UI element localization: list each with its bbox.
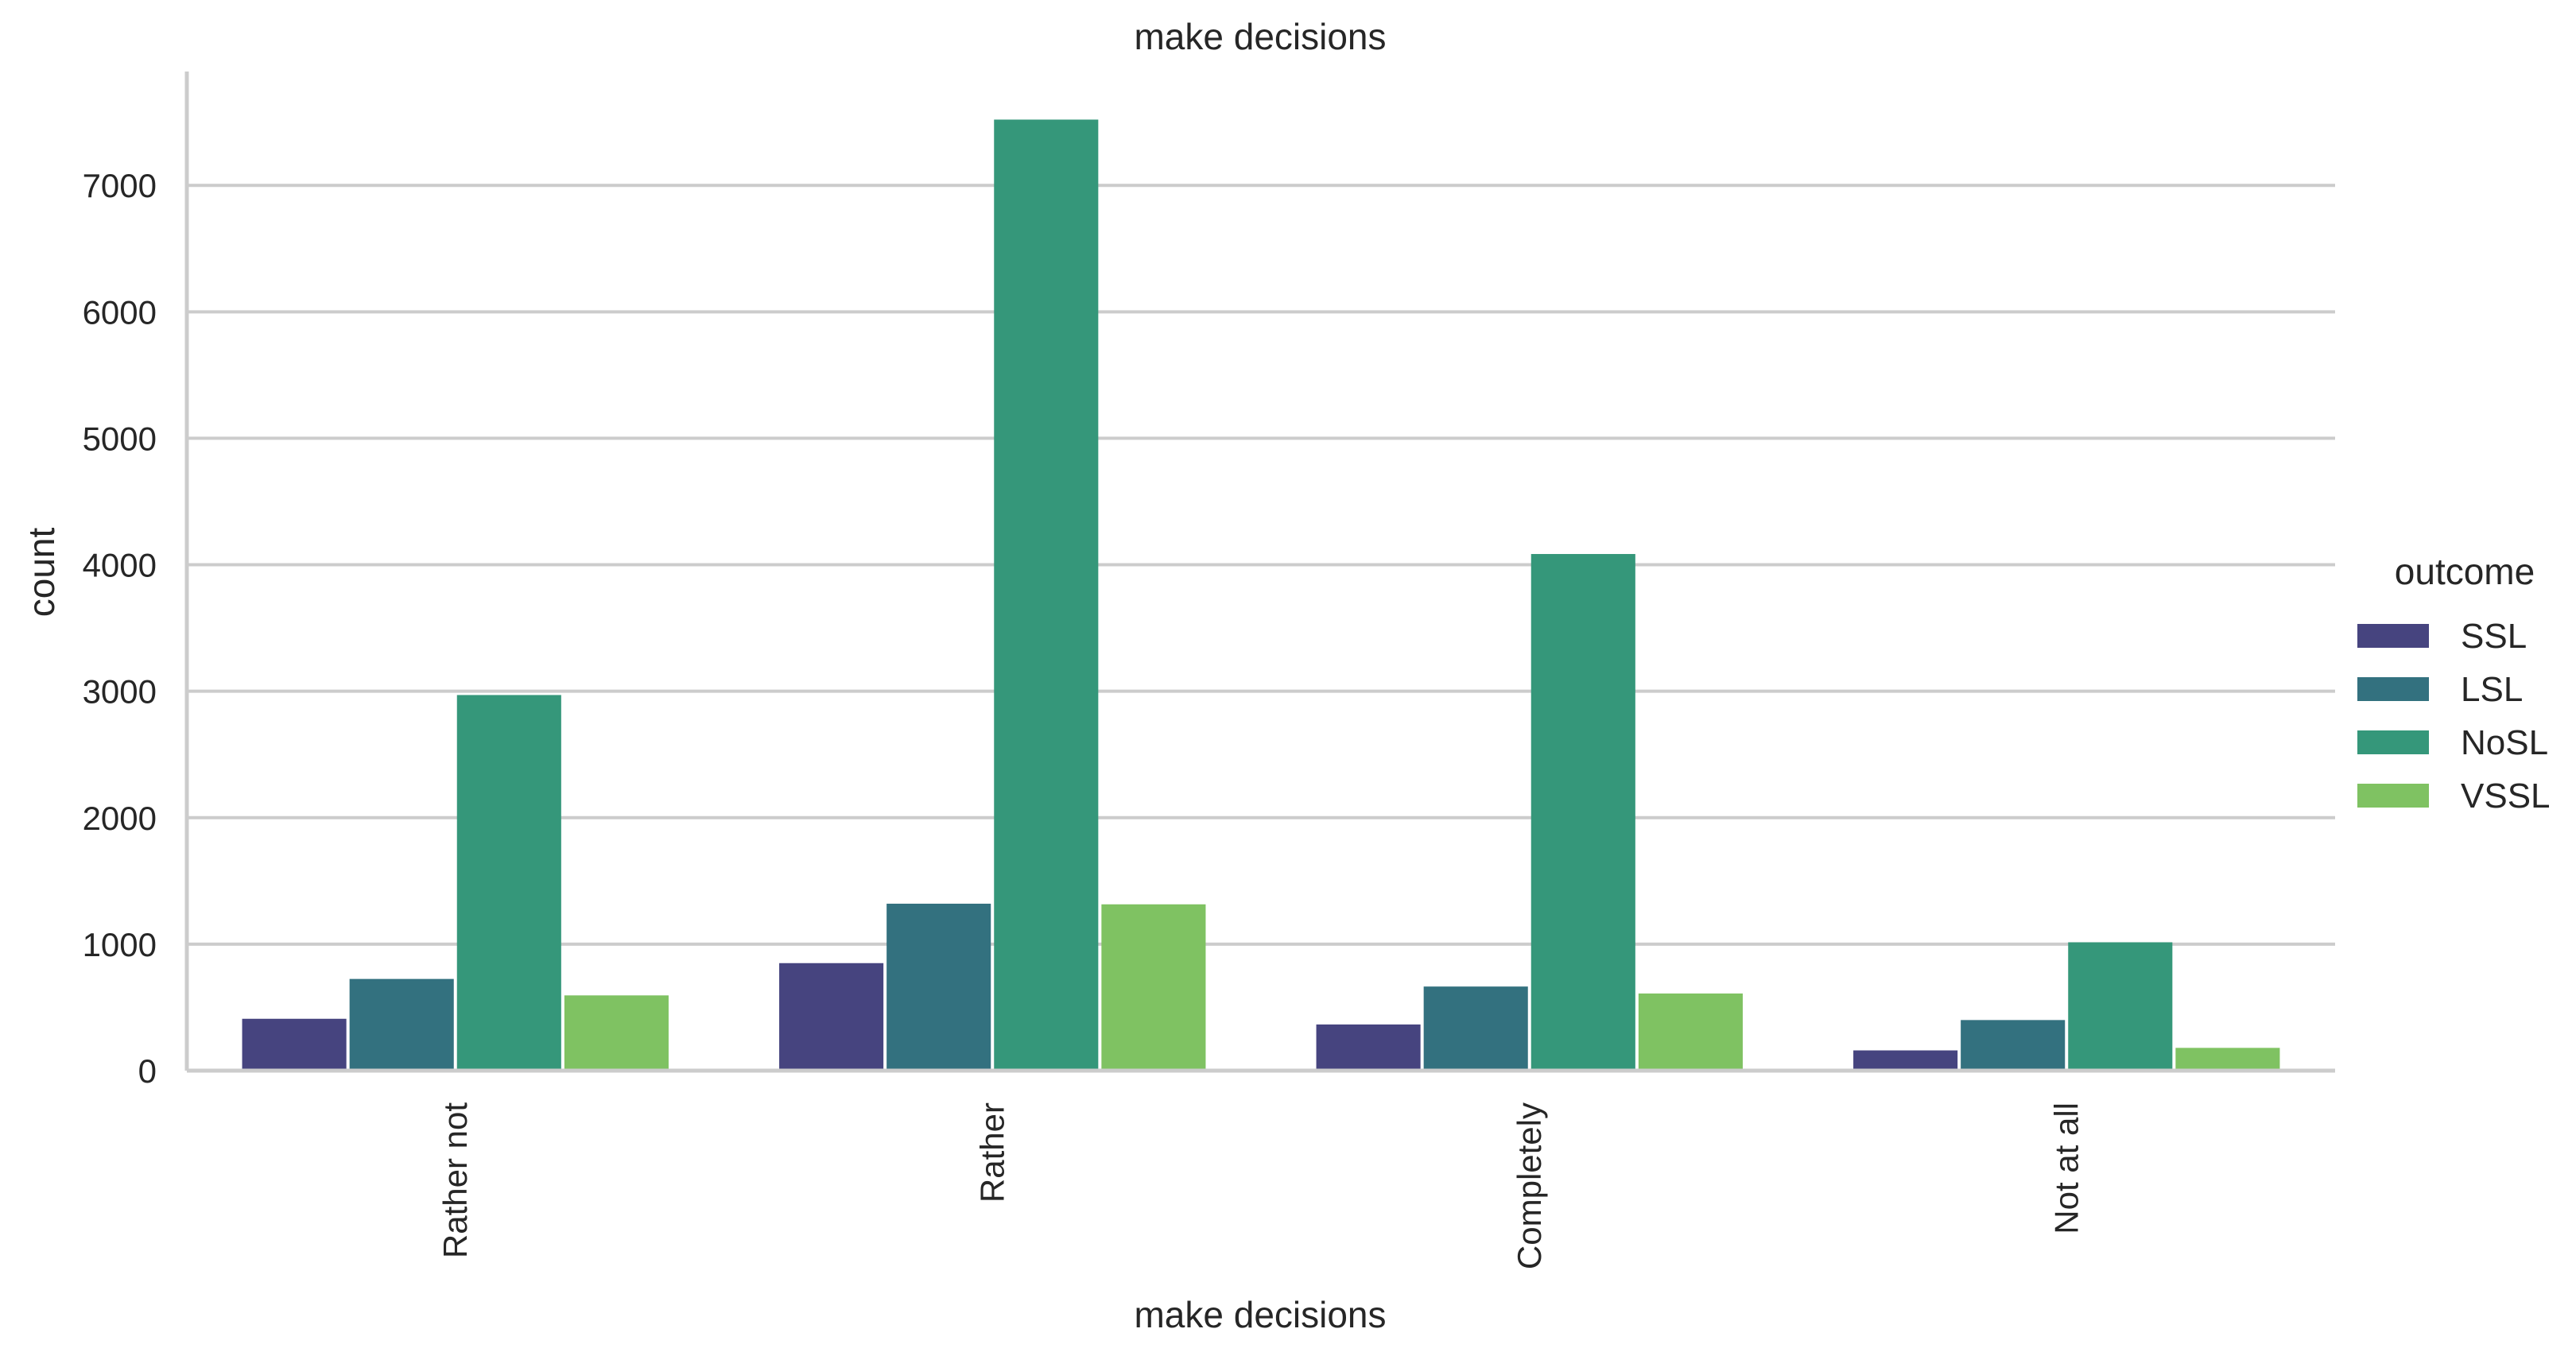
x-tick-label: Completely bbox=[1511, 1102, 1548, 1269]
bar-nosl-not-at-all bbox=[2068, 942, 2173, 1071]
bar-ssl-rather bbox=[779, 963, 884, 1071]
legend-label-lsl: LSL bbox=[2461, 670, 2523, 709]
legend-swatch-ssl bbox=[2357, 624, 2429, 648]
x-tick-label: Not at all bbox=[2047, 1102, 2085, 1234]
bar-lsl-not-at-all bbox=[1961, 1020, 2066, 1071]
chart-title: make decisions bbox=[1134, 16, 1386, 57]
bar-vssl-not-at-all bbox=[2175, 1048, 2280, 1071]
bar-vssl-rather bbox=[1101, 904, 1206, 1071]
y-tick-label: 0 bbox=[138, 1052, 157, 1090]
bar-ssl-rather-not bbox=[242, 1018, 347, 1071]
y-tick-label: 4000 bbox=[83, 547, 157, 584]
bar-lsl-rather bbox=[886, 903, 991, 1071]
bar-nosl-rather bbox=[994, 119, 1099, 1071]
legend-label-vssl: VSSL bbox=[2461, 777, 2551, 815]
y-tick-label: 1000 bbox=[83, 926, 157, 963]
legend-items: SSL LSL NoSL VSSL bbox=[2357, 617, 2551, 815]
y-tick-label: 2000 bbox=[83, 800, 157, 837]
legend: outcome SSL LSL NoSL VSSL bbox=[2357, 551, 2551, 815]
x-tick-labels: Rather not Rather Completely Not at all bbox=[436, 1102, 2085, 1269]
bar-ssl-completely bbox=[1316, 1024, 1421, 1071]
bar-vssl-completely bbox=[1638, 993, 1743, 1071]
y-tick-label: 6000 bbox=[83, 293, 157, 331]
x-axis-label: make decisions bbox=[1134, 1294, 1386, 1335]
legend-swatch-vssl bbox=[2357, 784, 2429, 808]
x-tick-label: Rather bbox=[973, 1102, 1011, 1203]
legend-label-ssl: SSL bbox=[2461, 617, 2527, 656]
legend-label-nosl: NoSL bbox=[2461, 723, 2548, 762]
y-tick-label: 3000 bbox=[83, 673, 157, 711]
bar-lsl-rather-not bbox=[349, 978, 454, 1071]
legend-title: outcome bbox=[2395, 551, 2535, 592]
y-axis-label: count bbox=[21, 528, 62, 618]
bar-vssl-rather-not bbox=[564, 995, 669, 1071]
legend-swatch-lsl bbox=[2357, 677, 2429, 701]
x-tick-label: Rather not bbox=[436, 1102, 474, 1258]
legend-swatch-nosl bbox=[2357, 730, 2429, 754]
bar-nosl-rather-not bbox=[456, 695, 561, 1071]
bar-nosl-completely bbox=[1530, 554, 1635, 1071]
y-tick-label: 7000 bbox=[83, 167, 157, 204]
bar-ssl-not-at-all bbox=[1853, 1050, 1958, 1071]
bar-lsl-completely bbox=[1423, 986, 1528, 1071]
y-tick-labels: 0 1000 2000 3000 4000 5000 6000 7000 bbox=[83, 167, 157, 1090]
bars bbox=[242, 119, 2280, 1071]
y-tick-label: 5000 bbox=[83, 420, 157, 457]
